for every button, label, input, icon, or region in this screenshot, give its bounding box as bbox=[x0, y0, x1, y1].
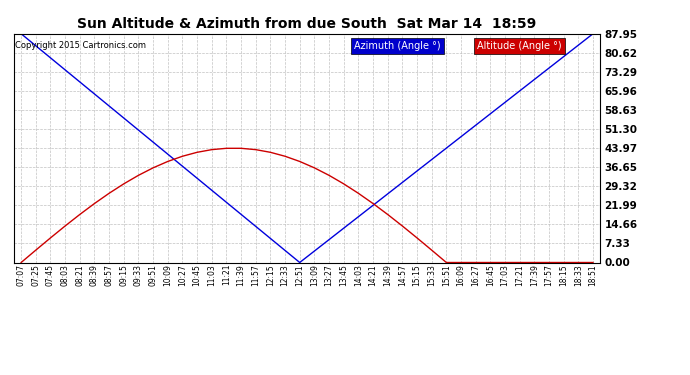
Text: Altitude (Angle °): Altitude (Angle °) bbox=[477, 40, 562, 51]
Text: Copyright 2015 Cartronics.com: Copyright 2015 Cartronics.com bbox=[15, 40, 146, 50]
Text: Azimuth (Angle °): Azimuth (Angle °) bbox=[354, 40, 441, 51]
Title: Sun Altitude & Azimuth from due South  Sat Mar 14  18:59: Sun Altitude & Azimuth from due South Sa… bbox=[77, 17, 537, 31]
